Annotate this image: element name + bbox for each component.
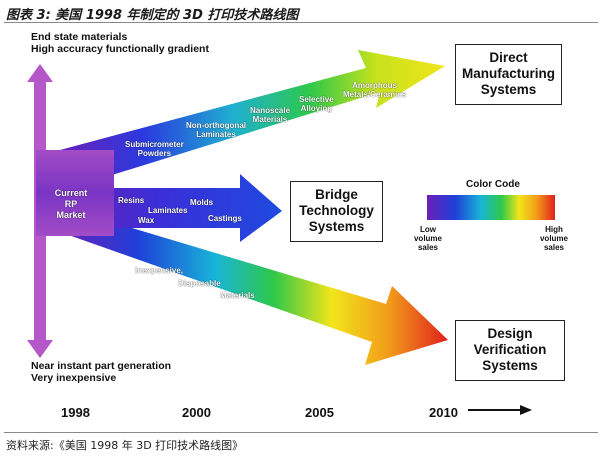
year-1998: 1998 bbox=[61, 405, 90, 420]
label-amorphous-metals-ceramics: Amorphous Metals/Ceramics bbox=[343, 81, 407, 99]
label-wax: Wax bbox=[138, 216, 155, 225]
year-2010: 2010 bbox=[429, 405, 458, 420]
design-verification-box: Design Verification Systems bbox=[455, 320, 565, 381]
label-materials: Materials bbox=[220, 291, 255, 300]
timeline-arrow-head bbox=[520, 405, 532, 415]
color-code-bar bbox=[427, 195, 555, 220]
color-code-high-label: High volume sales bbox=[539, 225, 568, 252]
label-non-orthogonal-laminates: Non-orthogonal Laminates bbox=[186, 121, 246, 139]
color-code-title: Color Code bbox=[466, 179, 520, 190]
color-code-low-label: Low volume sales bbox=[413, 225, 442, 252]
bridge-technology-box: Bridge Technology Systems bbox=[290, 181, 383, 242]
year-2005: 2005 bbox=[305, 405, 334, 420]
figure-caption: 图表 3: 美国 1998 年制定的 3D 打印技术路线图 bbox=[6, 8, 299, 23]
label-submicrometer-powders: Submicrometer Powders bbox=[125, 140, 184, 158]
label-castings: Castings bbox=[208, 214, 242, 223]
direct-manufacturing-box: Direct Manufacturing Systems bbox=[455, 44, 562, 105]
label-selective-alloying: Selective Alloying bbox=[299, 95, 334, 113]
source-divider bbox=[4, 432, 598, 433]
lower-arrow bbox=[60, 195, 448, 365]
label-molds: Molds bbox=[190, 198, 214, 207]
middle-arrow bbox=[60, 174, 282, 242]
label-laminates: Laminates bbox=[148, 206, 188, 215]
bottom-label: Near instant part generation Very inexpe… bbox=[31, 360, 172, 384]
label-disposable: Disposable bbox=[178, 279, 221, 288]
label-resins: Resins bbox=[118, 196, 145, 205]
upper-arrow bbox=[60, 50, 445, 205]
caption-divider bbox=[4, 22, 598, 23]
year-2000: 2000 bbox=[182, 405, 211, 420]
source-note: 资料来源:《美国 1998 年 3D 打印技术路线图》 bbox=[6, 439, 244, 452]
rp-market-block bbox=[36, 150, 114, 236]
label-inexpensive: Inexpensive, bbox=[135, 266, 184, 275]
top-label: End state materials High accuracy functi… bbox=[31, 31, 209, 55]
label-nanoscale-materials: Nanoscale Materials bbox=[250, 106, 291, 124]
current-rp-market-label: Current RP Market bbox=[54, 188, 88, 220]
